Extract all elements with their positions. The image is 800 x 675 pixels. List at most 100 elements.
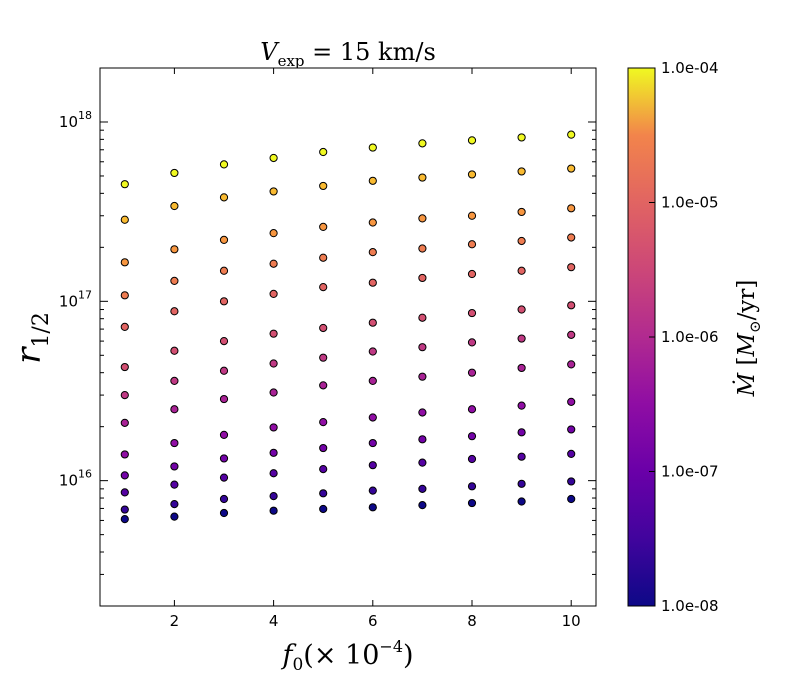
data-point: [567, 360, 576, 369]
x-tick-label: 6: [368, 612, 378, 630]
y-tick-label: 1018: [59, 109, 92, 131]
data-point: [517, 363, 526, 373]
data-point: [120, 215, 129, 224]
data-point: [418, 408, 427, 417]
data-point: [269, 329, 278, 338]
data-point: [418, 435, 427, 444]
x-axis-ticks: 2 4 6 8 10: [170, 68, 581, 630]
data-point: [319, 323, 328, 333]
data-point: [418, 343, 427, 352]
data-point: [567, 425, 576, 434]
data-point: [269, 492, 278, 501]
data-point: [219, 266, 229, 275]
data-point: [219, 394, 229, 404]
x-tick-label: 8: [467, 612, 477, 630]
data-point: [418, 458, 427, 467]
data-point: [269, 469, 278, 478]
colorbar: 1.0e-04 1.0e-05 1.0e-06 1.0e-07 1.0e-08 Ṁ [M…: [627, 59, 764, 615]
data-point: [467, 338, 477, 347]
data-point: [418, 484, 427, 493]
data-point: [567, 130, 576, 139]
data-point: [319, 418, 328, 427]
data-point: [170, 307, 179, 316]
data-point: [368, 347, 377, 356]
data-point: [219, 297, 229, 306]
data-point: [517, 334, 526, 343]
data-point: [269, 506, 278, 515]
colorbar-tick-label: 1.0e-05: [661, 194, 719, 212]
data-point: [219, 430, 229, 439]
data-point: [319, 147, 328, 157]
data-point: [467, 136, 477, 145]
data-point: [467, 405, 477, 414]
data-point: [567, 204, 576, 213]
data-point: [120, 450, 129, 459]
data-point: [269, 289, 278, 298]
data-point: [368, 278, 377, 287]
data-point: [368, 438, 377, 448]
data-point: [517, 401, 526, 410]
data-point: [170, 376, 179, 385]
data-point: [418, 139, 427, 148]
data-point: [170, 276, 179, 285]
data-point: [467, 368, 477, 377]
colorbar-tick-label: 1.0e-06: [661, 328, 719, 346]
data-point: [517, 479, 526, 488]
colorbar-tick-label: 1.0e-07: [661, 463, 719, 481]
data-point: [219, 454, 229, 463]
data-point: [219, 508, 229, 518]
data-point: [418, 372, 427, 381]
data-point: [269, 388, 278, 397]
data-point: [567, 301, 576, 310]
data-point: [467, 269, 477, 279]
data-point: [467, 432, 477, 441]
data-point: [269, 153, 278, 163]
data-point: [219, 160, 229, 169]
data-point: [467, 240, 477, 249]
data-point: [319, 504, 328, 514]
data-point: [170, 480, 179, 489]
data-point: [418, 501, 427, 510]
data-point: [517, 452, 526, 461]
data-point: [517, 305, 526, 314]
data-point: [120, 258, 129, 267]
data-point: [319, 181, 328, 191]
data-point: [269, 229, 278, 238]
y-tick-label: 1016: [59, 468, 92, 490]
data-point: [170, 201, 179, 211]
data-point: [269, 359, 278, 368]
data-point: [120, 515, 129, 524]
data-point: [467, 211, 477, 220]
x-axis-label: f0(× 10−4): [280, 637, 413, 675]
data-point: [368, 248, 377, 257]
data-point: [567, 477, 576, 486]
data-point: [368, 503, 377, 512]
data-point: [269, 259, 278, 268]
data-point: [567, 330, 576, 339]
x-tick-label: 4: [269, 612, 279, 630]
data-point: [120, 390, 129, 400]
data-point: [170, 245, 179, 254]
data-point: [120, 471, 129, 480]
data-point: [170, 500, 179, 509]
data-point: [319, 353, 328, 362]
data-point: [368, 413, 377, 422]
data-point: [368, 486, 377, 495]
data-point: [418, 313, 427, 322]
data-point: [219, 193, 229, 202]
data-point: [319, 489, 328, 498]
data-point: [170, 512, 179, 521]
data-point: [319, 381, 328, 390]
colorbar-label: Ṁ [M⊙/yr]: [733, 280, 764, 398]
data-point: [319, 283, 328, 292]
data-point: [120, 488, 129, 497]
data-point: [170, 168, 179, 178]
data-point: [418, 273, 427, 283]
data-point: [368, 376, 377, 385]
data-point: [567, 449, 576, 458]
x-tick-label: 10: [562, 612, 581, 630]
data-point: [269, 187, 278, 196]
chart-title: Vexp = 15 km/s: [260, 38, 436, 70]
data-point: [219, 473, 229, 482]
data-point: [517, 428, 526, 437]
